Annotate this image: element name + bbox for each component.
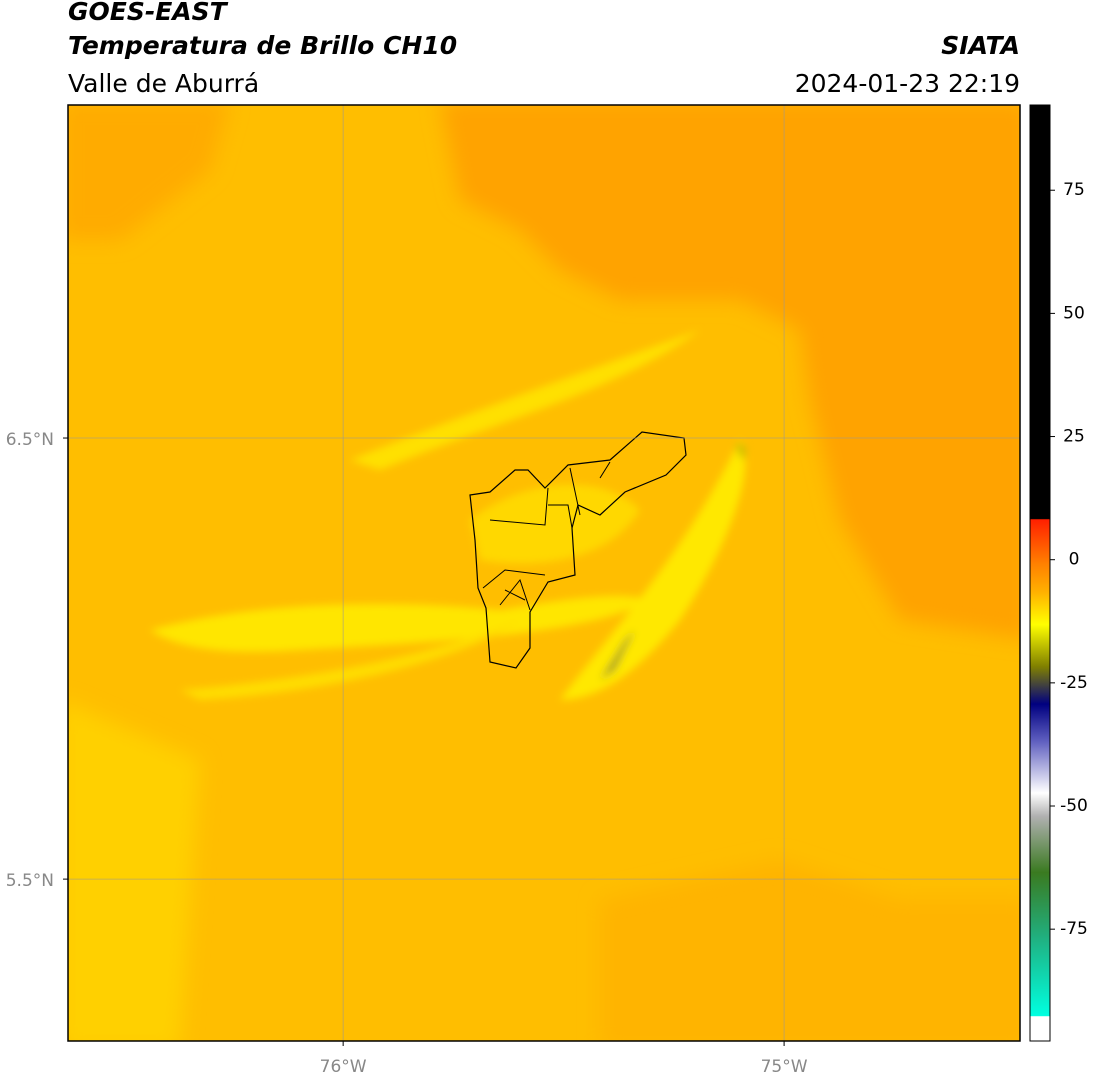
datetime: 2024-01-23 22:19 bbox=[795, 69, 1020, 98]
lat-label: 5.5°N bbox=[6, 871, 54, 891]
colorbar-label: 50 bbox=[1063, 303, 1085, 323]
colorbar-label: -75 bbox=[1060, 919, 1088, 939]
source: SIATA bbox=[941, 31, 1020, 60]
lon-label: 76°W bbox=[320, 1057, 367, 1077]
map-frame bbox=[67, 104, 1021, 1042]
map-field bbox=[68, 105, 1020, 1041]
title: GOES-EAST bbox=[68, 0, 229, 26]
colorbar-label: 0 bbox=[1069, 550, 1080, 570]
lon-label: 75°W bbox=[761, 1057, 808, 1077]
colorbar-label: -50 bbox=[1060, 796, 1088, 816]
colorbar bbox=[1029, 104, 1051, 1042]
subtitle: Temperatura de Brillo CH10 bbox=[68, 31, 457, 60]
lat-label: 6.5°N bbox=[6, 430, 54, 450]
colorbar-label: -25 bbox=[1060, 673, 1088, 693]
graticule bbox=[68, 105, 1020, 1041]
region: Valle de Aburrá bbox=[68, 69, 259, 98]
colorbar-label: 25 bbox=[1063, 427, 1085, 447]
colorbar-label: 75 bbox=[1063, 180, 1085, 200]
